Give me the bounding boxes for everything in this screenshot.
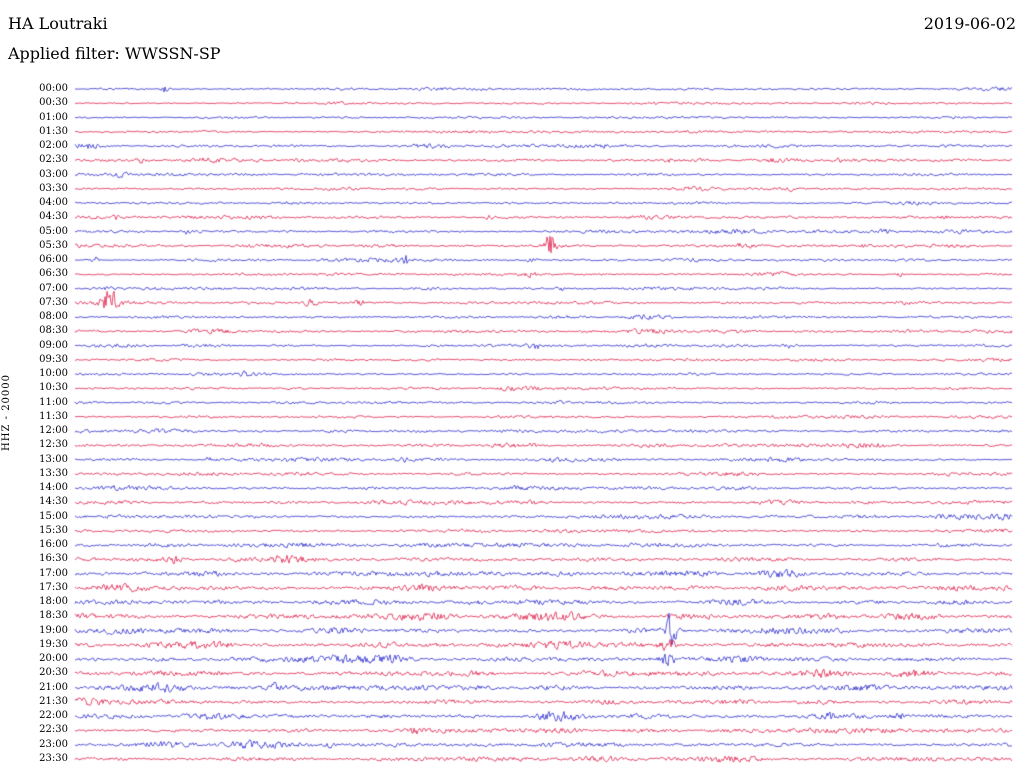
time-label: 08:30: [39, 325, 68, 337]
time-label: 23:00: [39, 738, 68, 750]
time-label: 12:30: [39, 439, 68, 451]
time-label: 17:00: [39, 567, 68, 579]
time-label: 21:30: [39, 695, 68, 707]
time-label: 15:30: [39, 524, 68, 536]
time-label: 00:00: [39, 83, 68, 94]
time-label: 14:00: [39, 482, 68, 494]
time-label: 16:30: [39, 553, 68, 565]
time-label: 20:30: [39, 667, 68, 679]
station-title: HA Loutraki: [8, 14, 108, 33]
time-label: 23:30: [39, 753, 68, 764]
applied-filter-label: Applied filter: WWSSN-SP: [8, 44, 221, 63]
time-label: 10:30: [39, 382, 68, 394]
time-label: 03:30: [39, 182, 68, 194]
time-label: 12:00: [39, 425, 68, 437]
time-label: 11:00: [39, 396, 68, 408]
time-label: 04:00: [39, 197, 68, 209]
time-label: 04:30: [39, 211, 68, 223]
time-label: 07:00: [39, 282, 68, 294]
time-label: 13:30: [39, 467, 68, 479]
time-label: 01:00: [39, 111, 68, 123]
time-label: 03:00: [39, 168, 68, 180]
time-label: 05:30: [39, 239, 68, 251]
time-label: 07:30: [39, 296, 68, 308]
time-label: 00:30: [39, 97, 68, 109]
time-label: 02:00: [39, 140, 68, 152]
time-label: 20:00: [39, 653, 68, 665]
time-label: 15:00: [39, 510, 68, 522]
time-label: 19:30: [39, 638, 68, 650]
time-label: 16:00: [39, 539, 68, 551]
time-label: 17:30: [39, 581, 68, 593]
time-label: 06:30: [39, 268, 68, 280]
time-label: 10:00: [39, 368, 68, 380]
time-label: 09:00: [39, 339, 68, 351]
time-label: 05:00: [39, 225, 68, 237]
time-label: 19:00: [39, 624, 68, 636]
time-label: 13:00: [39, 453, 68, 465]
time-label: 11:30: [39, 410, 68, 422]
time-label: 01:30: [39, 125, 68, 137]
time-label: 14:30: [39, 496, 68, 508]
time-label: 08:00: [39, 311, 68, 323]
time-label: 22:00: [39, 710, 68, 722]
time-label: 09:30: [39, 353, 68, 365]
time-label: 06:00: [39, 254, 68, 266]
date-label: 2019-06-02: [923, 14, 1016, 33]
time-label: 21:00: [39, 681, 68, 693]
time-label: 22:30: [39, 724, 68, 736]
time-label: 18:00: [39, 596, 68, 608]
time-label: 02:30: [39, 154, 68, 166]
time-label: 18:30: [39, 610, 68, 622]
